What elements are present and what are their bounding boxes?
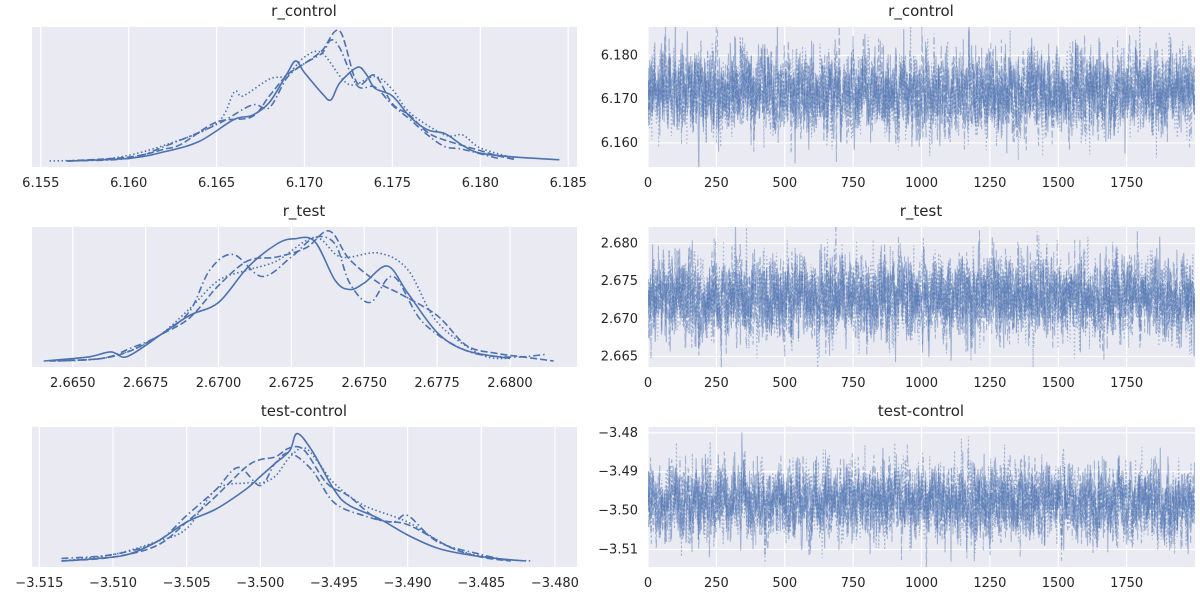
x-tick-label: 500 (772, 376, 797, 391)
kde-series-dashdot (67, 39, 499, 162)
x-tick-label: 1250 (973, 376, 1006, 391)
y-tick-label: 6.160 (601, 136, 638, 151)
trace-series-dotted (648, 436, 1195, 563)
x-tick-label: 6.160 (110, 176, 147, 191)
plot-title: test-control (878, 402, 964, 420)
y-tick-label: 2.680 (601, 237, 638, 252)
plot-area (32, 427, 577, 567)
plot-title: r_test (283, 202, 326, 221)
x-tick-label: 2.6700 (196, 376, 242, 391)
kde-series-dashdot (61, 452, 511, 562)
trace-plot-r-control: r_control 0 250 500 750 1000 1250 1500 1750 6.16… (601, 2, 1195, 191)
x-tick-label: −3.500 (236, 576, 284, 591)
plot-area (32, 227, 577, 367)
trace-plot-r-test: r_test 0 250 500 750 1000 1250 1500 1750 2.665 2.… (601, 202, 1195, 391)
x-tick-label: 500 (772, 576, 797, 591)
kde-series-dotted (61, 446, 533, 562)
x-tick-label: 1000 (905, 376, 938, 391)
y-tick-label: 6.170 (601, 92, 638, 107)
plot-title: r_test (900, 202, 943, 221)
trace-series-solid (648, 432, 1195, 562)
trace-series-dashed (648, 451, 1195, 567)
x-tick-label: −3.505 (163, 576, 211, 591)
kde-plot-test-control: test-control −3.515 −3.510 −3.505 −3.500 −3.… (15, 402, 579, 591)
x-tick-label: 1000 (905, 576, 938, 591)
x-tick-label: 1250 (973, 576, 1006, 591)
trace-series-dotted (648, 227, 1195, 367)
y-tick-label: −3.50 (598, 504, 638, 519)
x-tick-label: 6.155 (22, 176, 59, 191)
x-tick-label: 250 (704, 176, 729, 191)
x-tick-label: 500 (772, 176, 797, 191)
x-tick-label: 6.180 (462, 176, 499, 191)
x-tick-label: 0 (644, 576, 652, 591)
trace-series-solid (648, 27, 1195, 167)
x-tick-label: 6.170 (286, 176, 323, 191)
x-tick-label: 0 (644, 376, 652, 391)
x-tick-label: 1750 (1110, 376, 1143, 391)
y-tick-label: 2.675 (601, 274, 638, 289)
y-tick-label: −3.51 (598, 543, 638, 558)
y-tick-label: 2.670 (601, 312, 638, 327)
x-tick-label: −3.515 (15, 576, 63, 591)
x-tick-label: 750 (841, 176, 866, 191)
kde-plot-r-test: r_test 2.6650 2.6675 2.6700 2.6725 2.6750 2.6… (32, 202, 577, 391)
x-tick-label: 6.175 (374, 176, 411, 191)
y-tick-label: 6.180 (601, 48, 638, 63)
x-tick-label: 0 (644, 176, 652, 191)
trace-series-solid (648, 227, 1195, 363)
trace-series-dashdot (648, 33, 1195, 153)
kde-series-dashdot (49, 235, 545, 362)
x-tick-label: −3.495 (310, 576, 358, 591)
kde-series-dashed (67, 29, 516, 162)
x-tick-label: 1250 (973, 176, 1006, 191)
x-tick-label: 250 (704, 576, 729, 591)
x-tick-label: 2.6750 (341, 376, 387, 391)
kde-series-solid (67, 60, 560, 162)
x-tick-label: 1500 (1042, 376, 1075, 391)
kde-series-solid (43, 236, 511, 362)
x-tick-label: 2.6800 (487, 376, 533, 391)
x-tick-label: −3.480 (531, 576, 579, 591)
x-tick-label: −3.510 (89, 576, 137, 591)
plot-title: r_control (888, 2, 954, 21)
x-tick-label: 750 (841, 376, 866, 391)
x-tick-label: 1750 (1110, 576, 1143, 591)
x-tick-label: 250 (704, 376, 729, 391)
x-tick-label: −3.490 (384, 576, 432, 591)
x-tick-label: 1500 (1042, 576, 1075, 591)
trace-series-dashed (648, 27, 1195, 163)
plot-title: r_control (271, 2, 337, 21)
trace-series-dashdot (648, 227, 1195, 360)
x-tick-label: 2.6650 (50, 376, 96, 391)
x-tick-label: 2.6725 (269, 376, 315, 391)
y-tick-label: −3.49 (598, 465, 638, 480)
y-tick-label: −3.48 (598, 426, 638, 441)
kde-series-dashed (61, 445, 511, 562)
x-tick-label: 1500 (1042, 176, 1075, 191)
x-tick-label: 2.6775 (414, 376, 460, 391)
x-tick-label: 750 (841, 576, 866, 591)
plot-title: test-control (261, 402, 347, 420)
kde-series-dotted (49, 236, 511, 362)
x-tick-label: −3.485 (457, 576, 505, 591)
kde-series-dotted (49, 50, 516, 162)
x-tick-label: 6.165 (198, 176, 235, 191)
trace-plot-test-control: test-control 0 250 500 750 1000 1250 1500 1750 −… (598, 402, 1195, 591)
x-tick-label: 1000 (905, 176, 938, 191)
x-tick-label: 1750 (1110, 176, 1143, 191)
x-tick-label: 2.6675 (123, 376, 169, 391)
y-tick-label: 2.665 (601, 349, 638, 364)
kde-plot-r-control: r_control 6.155 6.160 6.165 6.170 6.175 6.180… (22, 2, 587, 191)
trace-series-dashdot (648, 444, 1195, 561)
x-tick-label: 6.185 (550, 176, 587, 191)
trace-series-dashed (648, 230, 1195, 367)
trace-series-dotted (648, 27, 1195, 160)
